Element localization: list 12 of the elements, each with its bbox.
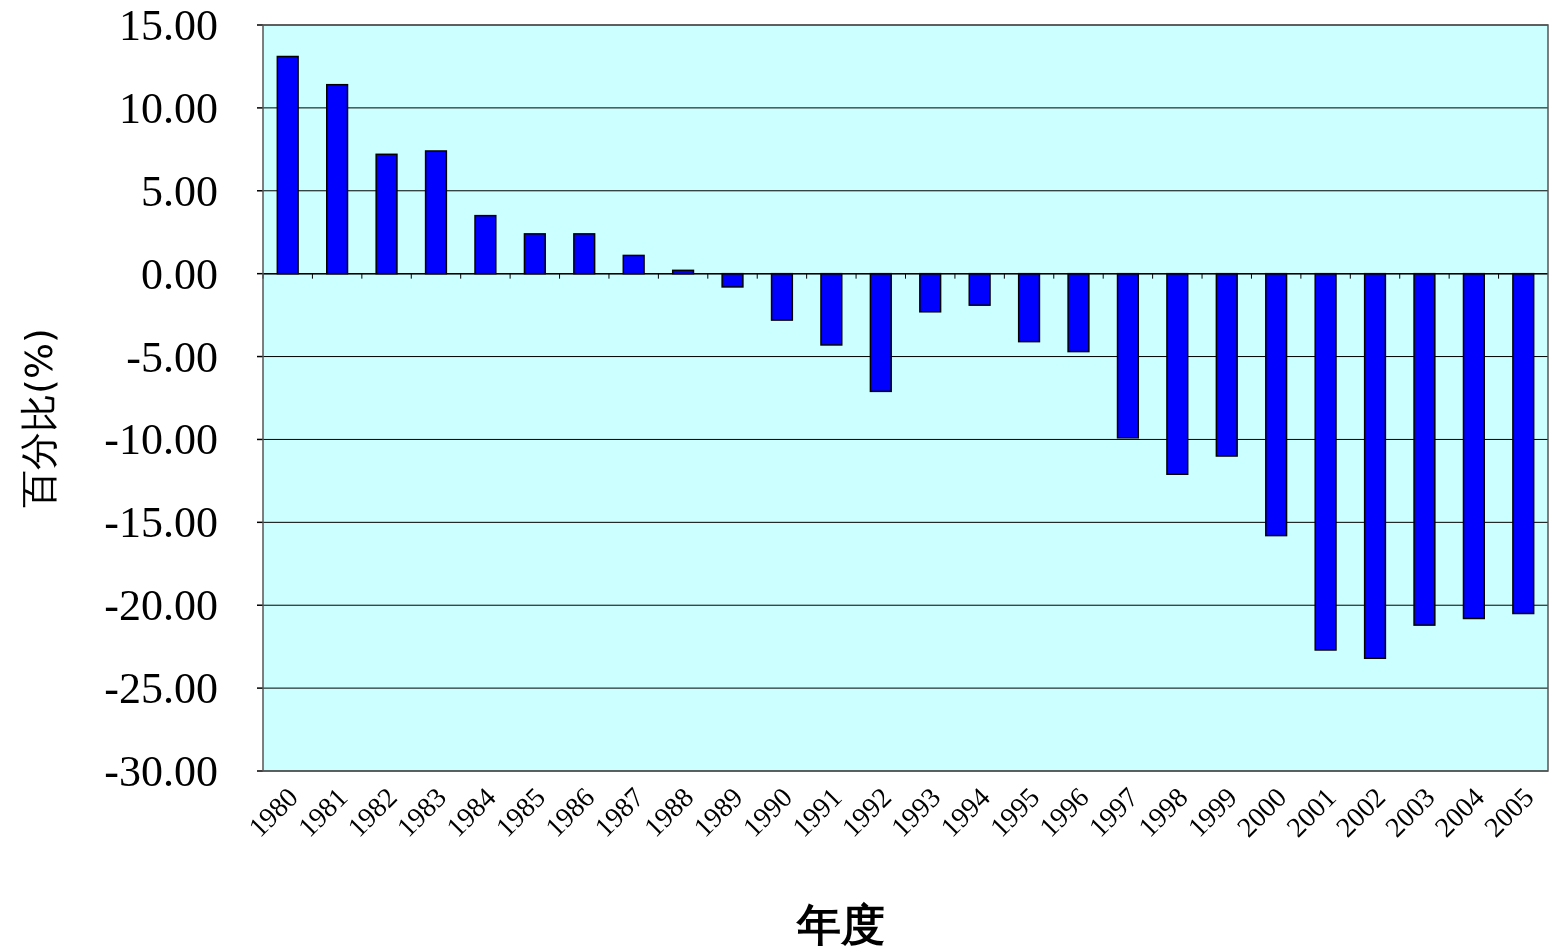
y-tick-label: -25.00	[104, 664, 218, 714]
y-tick-label: -10.00	[104, 415, 218, 465]
x-axis-title: 年度	[795, 899, 885, 950]
y-axis-title: 百分比(%)	[17, 328, 61, 508]
y-tick-label: 10.00	[119, 83, 218, 133]
y-tick-label: 0.00	[141, 249, 218, 299]
y-tick-label: -15.00	[104, 498, 218, 548]
y-tick-label: 15.00	[119, 1, 218, 50]
y-tick-label: -20.00	[104, 581, 218, 631]
y-tick-label: 5.00	[141, 166, 218, 216]
y-tick-label: -30.00	[104, 747, 218, 796]
y-tick-label: -5.00	[126, 332, 218, 382]
